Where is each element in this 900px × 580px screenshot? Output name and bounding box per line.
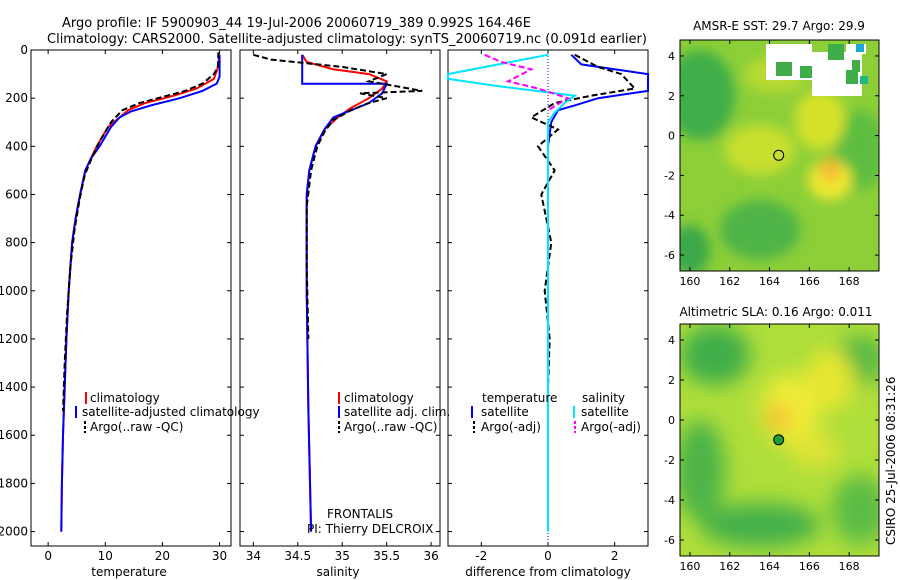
map-x-tick-label: 166: [799, 560, 820, 573]
pi-annotation: PI: Thierry DELCROIX: [307, 522, 433, 536]
map-y-tick-label: 2: [668, 90, 675, 103]
map-y-tick-label: -4: [664, 209, 675, 222]
legend-label-argo: Argo(..raw -QC): [90, 420, 183, 434]
temperature-series-climatology: [60, 54, 221, 532]
profile-series: [60, 52, 649, 532]
temperature-axes: [30, 49, 232, 547]
x-tick-label: 10: [98, 549, 113, 563]
x-tick-label: 34: [246, 549, 261, 563]
legend-title-salinity: salinity: [582, 391, 625, 405]
map-x-tick-label: 162: [719, 275, 740, 288]
map-x-tick-label: 160: [679, 275, 700, 288]
legend-title-temperature: temperature: [482, 391, 557, 405]
map-y-tick-label: 4: [668, 50, 675, 63]
sst-map-title: AMSR-E SST: 29.7 Argo: 29.9: [693, 19, 865, 33]
map-y-tick-label: -2: [664, 169, 675, 182]
difference-series-salinity-satellite: [447, 53, 578, 532]
salinity-axes: [239, 49, 441, 547]
temperature-legend: climatology satellite-adjusted climatolo…: [75, 391, 260, 434]
y-tick-label: 1200: [0, 332, 28, 346]
sla-map-title: Altimetric SLA: 0.16 Argo: 0.011: [679, 305, 872, 319]
map-x-tick-label: 164: [759, 560, 780, 573]
legend-label-temp-argo: Argo(-adj): [481, 420, 541, 434]
map-y-tick-label: -6: [664, 534, 675, 547]
sla-map-axes: [679, 323, 880, 557]
y-tick-label: 200: [5, 91, 28, 105]
map-x-tick-label: 160: [679, 560, 700, 573]
map-y-tick-label: -4: [664, 494, 675, 507]
map-x-tick-label: 164: [759, 275, 780, 288]
salinity-legend: climatology satellite adj. clim. Argo(..…: [338, 391, 450, 434]
x-tick-label: 34.5: [284, 549, 311, 563]
y-tick-label: 600: [5, 187, 28, 201]
x-tick-label: 36: [423, 549, 438, 563]
x-tick-label: 35.5: [373, 549, 400, 563]
difference-xlabel: difference from climatology: [465, 565, 631, 579]
legend-label-climatology: climatology: [90, 391, 160, 405]
map-x-tick-label: 166: [799, 275, 820, 288]
legend-label-argo: Argo(..raw -QC): [344, 420, 437, 434]
sst-missing-data-patches: [766, 44, 868, 96]
legend-label-sal-argo: Argo(-adj): [581, 420, 641, 434]
map-x-tick-label: 168: [839, 560, 860, 573]
x-tick-label: 35: [335, 549, 350, 563]
map-y-tick-label: 0: [668, 414, 675, 427]
x-tick-label: 0: [44, 549, 52, 563]
temperature-series-argo-raw-qc: [62, 52, 220, 412]
x-tick-label: 20: [155, 549, 170, 563]
x-tick-label: 30: [212, 549, 227, 563]
map-y-tick-label: 2: [668, 374, 675, 387]
y-tick-label: 1600: [0, 428, 28, 442]
x-axes-ticks: 0 10 20 30 34 34.5 35 35.5 36 -2 0 2: [44, 50, 618, 563]
salinity-xlabel: salinity: [316, 565, 359, 579]
sla-argo-position-marker: [773, 434, 785, 446]
sla-map-field: [680, 324, 879, 556]
salinity-series-argo-raw-qc: [253, 53, 423, 339]
legend-label-satellite: satellite adj. clim.: [344, 405, 450, 419]
sst-argo-position-marker: [773, 149, 785, 161]
legend-label-climatology: climatology: [344, 391, 414, 405]
figure-title-line2: Climatology: CARS2000. Satellite-adjuste…: [47, 32, 647, 47]
y-tick-label: 1000: [0, 284, 28, 298]
difference-legend: temperature salinity satellite Argo(-adj…: [471, 391, 641, 434]
temperature-series-satellite-adjusted-climatology: [60, 54, 221, 532]
sst-map-axes: [679, 39, 880, 272]
sla-map-ticks: 160 162 164 166 168 4 2 0 -2 -4 -6: [664, 324, 879, 573]
legend-label-satellite: satellite-adjusted climatology: [82, 405, 260, 419]
y-tick-label: 1400: [0, 380, 28, 394]
difference-series-temperature-argo-adj: [529, 53, 637, 412]
difference-series-temperature-satellite: [547, 54, 649, 412]
sst-map-field: [680, 40, 879, 271]
credit-timestamp: CSIRO 25-Jul-2006 08:31:26: [884, 377, 898, 545]
x-tick-label: 0: [544, 549, 552, 563]
project-name-annotation: FRONTALIS: [327, 507, 393, 521]
sst-map-ticks: 160 162 164 166 168 4 2 0 -2 -4 -6: [664, 40, 879, 288]
figure-title-line1: Argo profile: IF 5900903_44 19-Jul-2006 …: [62, 16, 531, 31]
map-x-tick-label: 168: [839, 275, 860, 288]
map-y-tick-label: -2: [664, 454, 675, 467]
legend-label-temp-satellite: satellite: [481, 405, 529, 419]
map-y-tick-label: 0: [668, 130, 675, 143]
y-tick-label: 1800: [0, 476, 28, 490]
map-y-tick-label: -6: [664, 249, 675, 262]
map-y-tick-label: 4: [668, 334, 675, 347]
x-tick-label: -2: [475, 549, 487, 563]
map-x-tick-label: 162: [719, 560, 740, 573]
y-tick-label: 800: [5, 236, 28, 250]
depth-axis: 0 200 400 600 800 1000 1200 1400 1600 1800 2000: [0, 43, 648, 539]
salinity-series-climatology: [301, 54, 389, 532]
difference-series-salinity-argo-adj: [484, 53, 571, 112]
x-tick-label: 2: [611, 549, 619, 563]
salinity-series-satellite-adj-clim: [301, 54, 389, 532]
y-tick-label: 400: [5, 139, 28, 153]
y-tick-label: 2000: [0, 525, 28, 539]
legend-label-sal-satellite: satellite: [581, 405, 629, 419]
temperature-xlabel: temperature: [91, 565, 166, 579]
y-tick-label: 0: [20, 43, 28, 57]
